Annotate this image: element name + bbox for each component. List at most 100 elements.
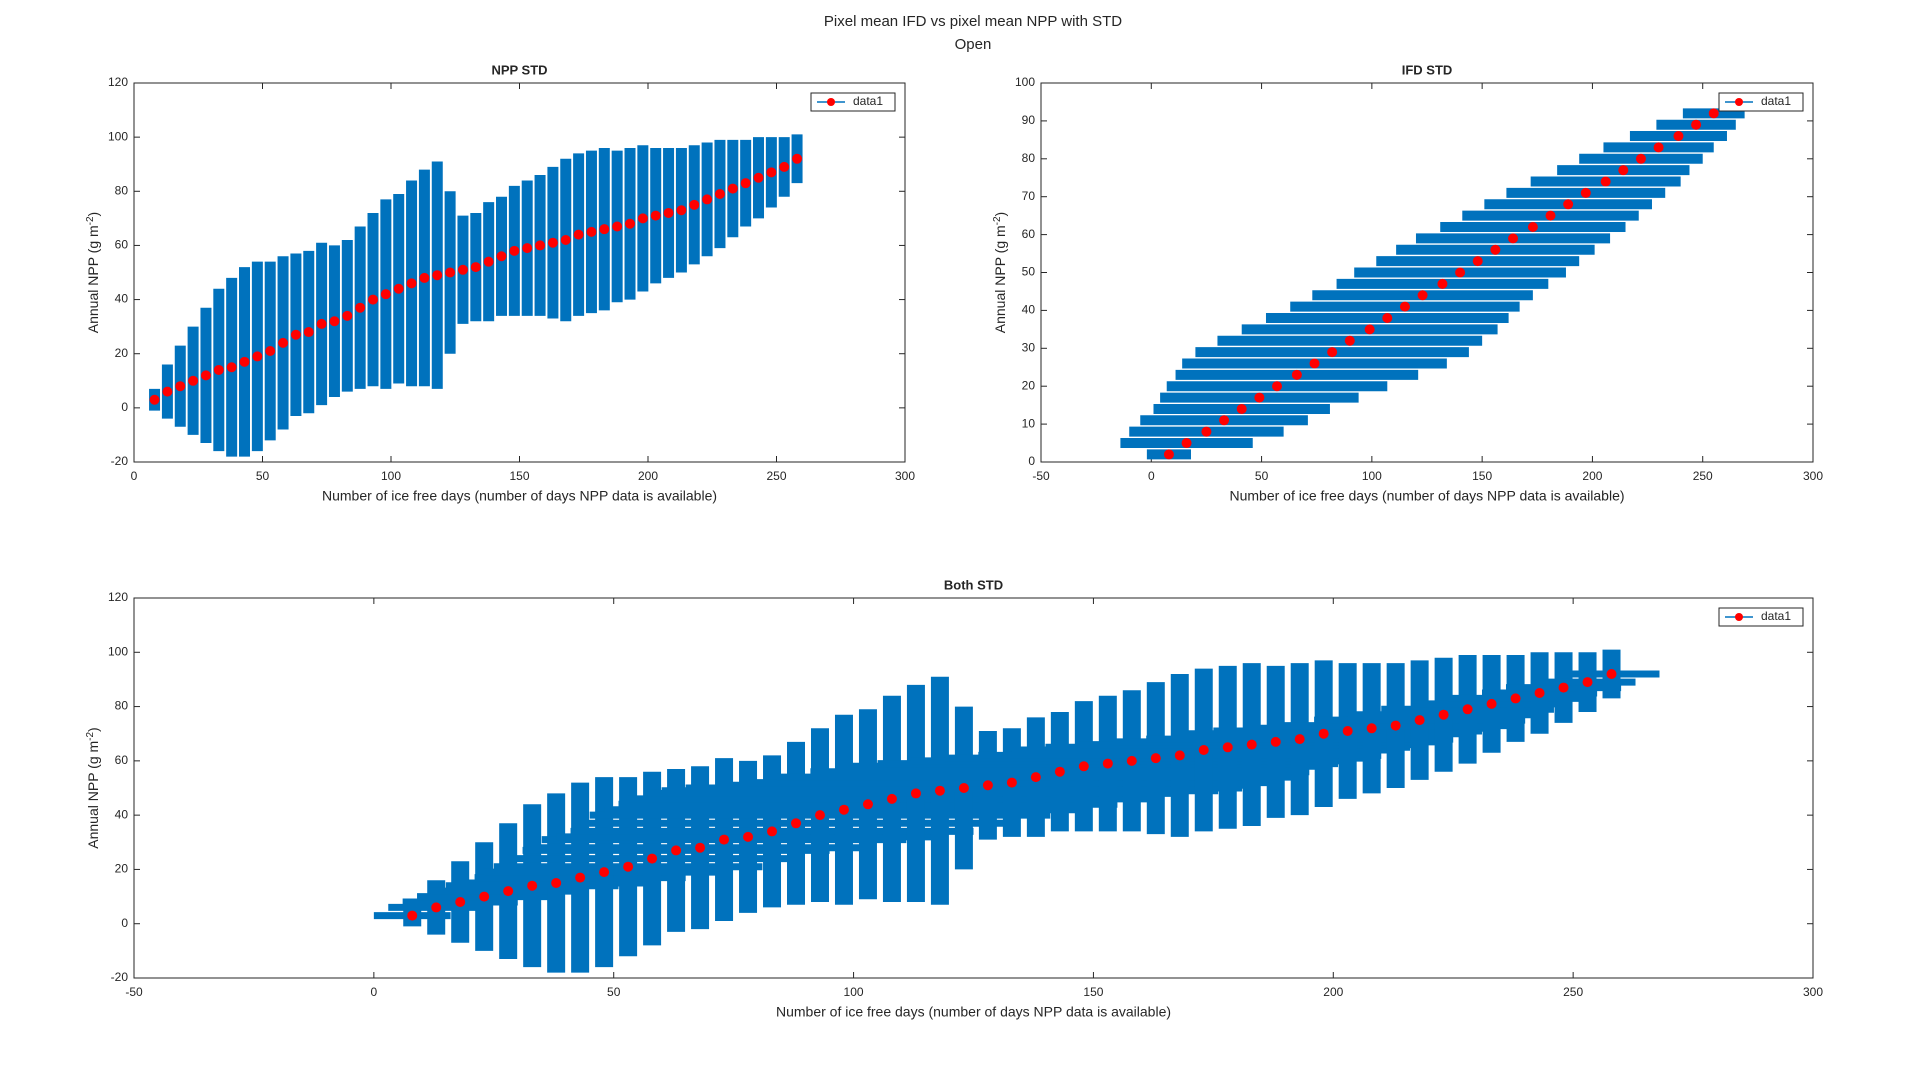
x-tick-label: 200 <box>1582 469 1602 483</box>
data-point <box>1510 693 1521 704</box>
y-tick-label: 70 <box>1022 189 1036 203</box>
data-point <box>457 264 468 275</box>
data-point <box>431 902 442 913</box>
y-axis-label-part: ) <box>85 727 101 732</box>
data-point <box>1399 301 1410 312</box>
y-axis-label-part: -2 <box>992 216 1003 225</box>
data-point <box>1437 278 1448 289</box>
data-point <box>1344 335 1355 346</box>
data-point <box>479 891 490 902</box>
data-point <box>226 362 237 373</box>
y-tick-label: 50 <box>1022 265 1036 279</box>
data-point <box>1618 165 1629 176</box>
y-tick-label: 100 <box>108 644 128 658</box>
data-point <box>1534 688 1545 698</box>
axes-box <box>133 82 906 463</box>
data-point <box>329 316 340 327</box>
data-point <box>503 886 514 897</box>
data-point <box>560 235 571 246</box>
legend-marker <box>827 98 835 106</box>
figure-title: Pixel mean IFD vs pixel mean NPP with ST… <box>824 13 1122 30</box>
x-tick-label: 50 <box>256 469 270 483</box>
data-point <box>252 351 263 362</box>
y-tick-label: 0 <box>121 400 128 414</box>
data-point <box>647 853 658 864</box>
y-tick-label: 0 <box>121 916 128 930</box>
axes-title: IFD STD <box>1402 62 1453 77</box>
data-point <box>380 289 391 300</box>
data-point <box>1246 739 1257 750</box>
y-tick-label: 60 <box>115 753 129 767</box>
data-point <box>483 256 494 267</box>
data-point <box>239 356 250 367</box>
data-point <box>406 278 417 289</box>
data-point <box>1490 244 1501 255</box>
data-point <box>1455 267 1466 278</box>
data-point <box>612 221 623 232</box>
data-point <box>1054 766 1065 777</box>
legend-box <box>1718 607 1804 627</box>
data-point <box>278 337 289 348</box>
data-point <box>1294 734 1305 745</box>
data-point <box>1270 736 1281 747</box>
x-tick-label: 300 <box>895 469 915 483</box>
y-tick-label: 80 <box>115 183 129 197</box>
data-point <box>1327 347 1338 358</box>
y-tick-label: 20 <box>115 862 129 876</box>
data-point <box>1291 369 1302 380</box>
data-point <box>1030 772 1041 783</box>
y-axis-label-part: ) <box>992 212 1008 217</box>
data-point <box>470 262 481 273</box>
data-point <box>188 375 199 386</box>
data-point <box>814 810 825 821</box>
data-point <box>650 210 661 221</box>
legend-label: data1 <box>853 94 883 108</box>
data-point <box>316 318 327 329</box>
data-point <box>791 818 802 829</box>
data-point <box>1198 745 1209 755</box>
data-point <box>1462 704 1473 715</box>
data-point <box>740 178 751 189</box>
data-point <box>702 194 713 205</box>
data-point <box>1254 392 1265 403</box>
data-point <box>637 213 648 224</box>
x-tick-label: 100 <box>844 985 864 999</box>
data-point <box>1653 142 1664 153</box>
data-point <box>663 207 674 218</box>
data-point <box>767 826 778 837</box>
data-point <box>792 153 803 164</box>
x-tick-label: 100 <box>1362 469 1382 483</box>
data-point <box>1563 199 1574 210</box>
data-point <box>753 172 764 183</box>
data-point <box>1673 131 1684 142</box>
data-point <box>1527 222 1538 233</box>
y-tick-label: 40 <box>115 807 129 821</box>
data-point <box>1486 698 1497 709</box>
data-point <box>213 364 224 375</box>
x-tick-label: 100 <box>381 469 401 483</box>
data-point <box>1181 438 1192 449</box>
data-point <box>1390 720 1401 731</box>
legend-marker <box>1735 613 1743 621</box>
data-point <box>982 780 993 791</box>
data-point <box>1272 381 1283 392</box>
data-point <box>522 243 533 254</box>
y-tick-label: 30 <box>1022 340 1036 354</box>
x-tick-label: 250 <box>1693 469 1713 483</box>
data-point <box>689 199 700 210</box>
data-point <box>1174 750 1185 761</box>
y-tick-label: 120 <box>108 590 128 604</box>
data-point <box>342 310 353 321</box>
data-point <box>862 799 873 810</box>
data-point <box>445 267 456 278</box>
data-point <box>290 329 301 340</box>
data-point <box>547 237 558 248</box>
data-point <box>368 294 379 305</box>
legend-label: data1 <box>1761 94 1791 108</box>
x-tick-label: 300 <box>1803 469 1823 483</box>
data-point <box>496 251 507 262</box>
data-point <box>910 788 921 799</box>
y-tick-label: 20 <box>1022 378 1036 392</box>
y-axis-label: Annual NPP (g m-2) <box>85 212 101 333</box>
data-point <box>509 245 520 256</box>
